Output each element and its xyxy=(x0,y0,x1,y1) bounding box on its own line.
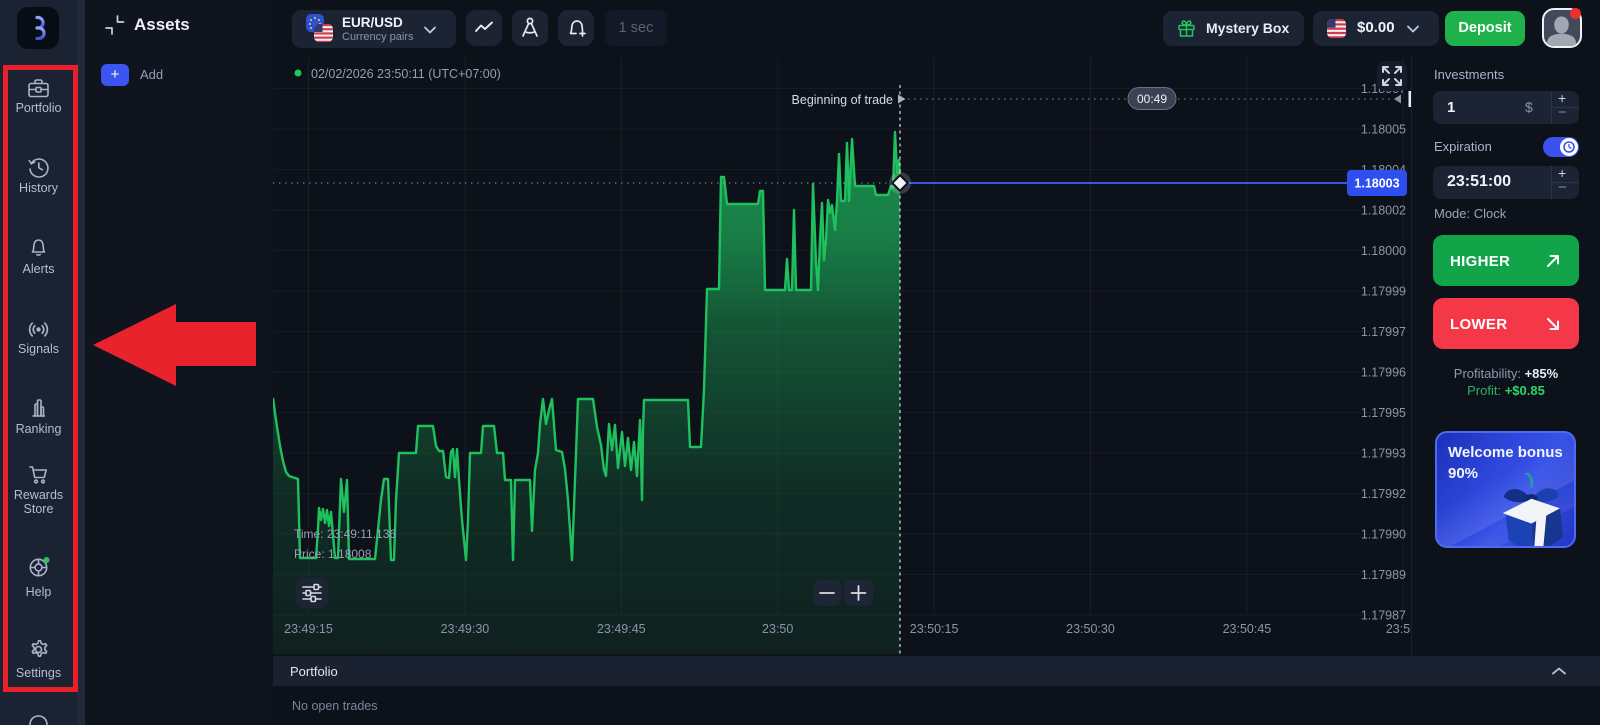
svg-text:1.17990: 1.17990 xyxy=(1361,528,1406,542)
svg-text:1.17987: 1.17987 xyxy=(1361,609,1406,623)
svg-text:23:50: 23:50 xyxy=(762,622,793,636)
svg-text:Price: 1.18008: Price: 1.18008 xyxy=(294,547,372,561)
svg-text:1.18005: 1.18005 xyxy=(1361,123,1406,137)
svg-text:1.17999: 1.17999 xyxy=(1361,285,1406,299)
svg-text:1.17993: 1.17993 xyxy=(1361,447,1406,461)
svg-text:23:49:45: 23:49:45 xyxy=(597,622,646,636)
svg-text:00:49: 00:49 xyxy=(1137,92,1167,106)
svg-text:23:50:30: 23:50:30 xyxy=(1066,622,1115,636)
svg-text:1.17997: 1.17997 xyxy=(1361,325,1406,339)
svg-text:02/02/2026 23:50:11 (UTC+07:: 02/02/2026 23:50:11 (UTC+07:00) xyxy=(311,67,501,81)
svg-text:23:50:45: 23:50:45 xyxy=(1223,622,1272,636)
svg-text:1.18000: 1.18000 xyxy=(1361,244,1406,258)
svg-text:23:50:15: 23:50:15 xyxy=(910,622,959,636)
svg-text:1.17995: 1.17995 xyxy=(1361,406,1406,420)
svg-text:23:49:30: 23:49:30 xyxy=(441,622,490,636)
svg-text:Beginning of trade: Beginning of trade xyxy=(792,93,894,107)
svg-text:1.17989: 1.17989 xyxy=(1361,568,1406,582)
svg-text:23:49:15: 23:49:15 xyxy=(284,622,333,636)
svg-text:1.18002: 1.18002 xyxy=(1361,204,1406,218)
svg-text:1.17996: 1.17996 xyxy=(1361,366,1406,380)
svg-text:Time: 23:49:11.136: Time: 23:49:11.136 xyxy=(294,527,396,541)
svg-text:1.18003: 1.18003 xyxy=(1354,177,1399,191)
svg-text:23:5: 23:5 xyxy=(1386,622,1410,636)
svg-text:1.17992: 1.17992 xyxy=(1361,487,1406,501)
